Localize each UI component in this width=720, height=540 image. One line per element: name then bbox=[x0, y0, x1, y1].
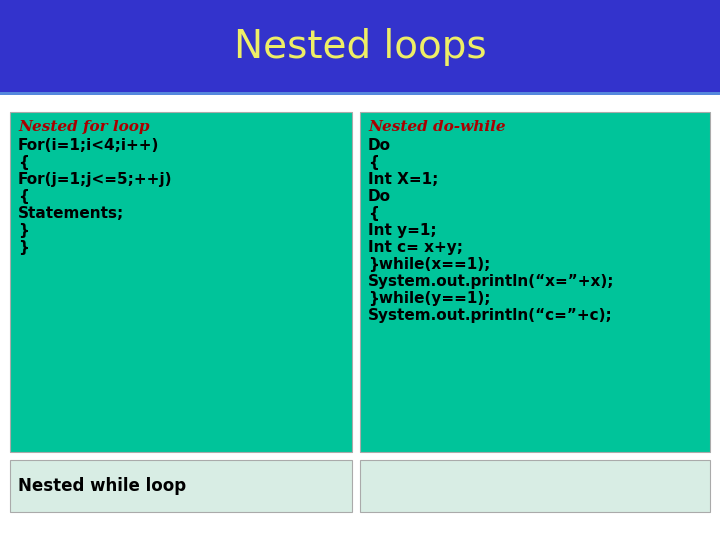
Text: For(i=1;i<4;i++): For(i=1;i<4;i++) bbox=[18, 138, 159, 153]
Bar bbox=[0, 92, 720, 95]
Text: }: } bbox=[18, 240, 29, 255]
Bar bbox=[360, 112, 710, 452]
Text: }: } bbox=[18, 223, 29, 238]
Text: }while(x==1);: }while(x==1); bbox=[368, 257, 490, 272]
Text: Nested for loop: Nested for loop bbox=[18, 120, 150, 134]
Text: Int c= x+y;: Int c= x+y; bbox=[368, 240, 463, 255]
Text: Int y=1;: Int y=1; bbox=[368, 223, 436, 238]
Text: }while(y==1);: }while(y==1); bbox=[368, 291, 490, 306]
Text: Int X=1;: Int X=1; bbox=[368, 172, 438, 187]
Text: {: { bbox=[368, 155, 379, 170]
Text: Do: Do bbox=[368, 189, 391, 204]
Text: Nested while loop: Nested while loop bbox=[18, 477, 186, 495]
Text: {: { bbox=[18, 155, 29, 170]
Text: {: { bbox=[368, 206, 379, 221]
Text: Nested do-while: Nested do-while bbox=[368, 120, 505, 134]
Text: Statements;: Statements; bbox=[18, 206, 125, 221]
Text: System.out.println(“x=”+x);: System.out.println(“x=”+x); bbox=[368, 274, 614, 289]
Bar bbox=[360, 460, 710, 512]
Bar bbox=[10, 460, 352, 512]
Text: For(j=1;j<=5;++j): For(j=1;j<=5;++j) bbox=[18, 172, 173, 187]
Text: Do: Do bbox=[368, 138, 391, 153]
Text: {: { bbox=[18, 189, 29, 204]
Bar bbox=[10, 112, 352, 452]
Text: Nested loops: Nested loops bbox=[234, 29, 486, 66]
Bar bbox=[0, 0, 720, 95]
Text: System.out.println(“c=”+c);: System.out.println(“c=”+c); bbox=[368, 308, 613, 323]
